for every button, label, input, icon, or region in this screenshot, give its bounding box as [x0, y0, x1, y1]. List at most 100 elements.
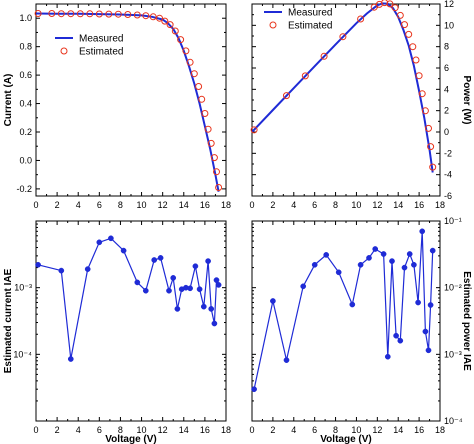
- data-point-estimated: [370, 3, 378, 11]
- data-point: [425, 347, 432, 354]
- x-tick-label: 12: [372, 200, 382, 210]
- data-point-estimated: [34, 10, 42, 17]
- data-point: [196, 286, 203, 293]
- x-tick-label: 8: [333, 425, 338, 435]
- data-point-estimated: [204, 125, 212, 133]
- data-point: [67, 356, 74, 362]
- data-point-estimated: [427, 143, 435, 151]
- x-tick-label: 2: [270, 425, 275, 435]
- x-tick-label: 18: [221, 200, 231, 210]
- data-point-estimated: [215, 184, 223, 191]
- data-point: [200, 303, 207, 310]
- data-point: [192, 263, 199, 270]
- data-point-estimated: [149, 13, 157, 21]
- x-tick-label: 10: [351, 425, 361, 435]
- data-point: [393, 332, 399, 339]
- y-tick-label: 10: [444, 20, 454, 30]
- legend-label: Estimated: [288, 21, 332, 32]
- data-point-estimated: [198, 95, 206, 103]
- x-tick-label: 16: [200, 200, 210, 210]
- y-tick-label: 10⁻¹: [444, 216, 462, 226]
- plot-frame: [35, 220, 227, 422]
- x-tick-label: 18: [221, 425, 231, 435]
- y-tick-label: -2: [444, 148, 452, 158]
- data-point-estimated: [166, 21, 174, 29]
- data-point-estimated: [250, 126, 258, 134]
- y-tick-label: 6: [444, 63, 449, 73]
- data-point-estimated: [124, 11, 132, 18]
- x-tick-label: 8: [118, 200, 123, 210]
- x-tick-label: 4: [76, 425, 81, 435]
- data-point: [372, 246, 379, 252]
- y-tick-label: 10⁻⁴: [444, 416, 463, 426]
- data-point-estimated: [386, 0, 394, 8]
- data-point: [411, 261, 417, 268]
- data-point-estimated: [195, 83, 203, 90]
- data-point-estimated: [301, 72, 309, 80]
- data-point: [166, 287, 172, 294]
- y-tick-label: 10⁻³: [444, 349, 462, 359]
- data-point-estimated: [67, 10, 75, 18]
- data-point: [58, 267, 65, 274]
- data-point-estimated: [405, 30, 413, 38]
- data-point-estimated: [201, 110, 209, 117]
- legend: Measured Estimated: [264, 8, 332, 32]
- x-tick-label: 14: [393, 425, 403, 435]
- data-point-estimated: [133, 11, 141, 19]
- x-axis-label: Voltage (V): [320, 434, 371, 444]
- y-axis-label: Estimated current IAE: [3, 268, 14, 373]
- y-axis-label: Power (W): [461, 76, 472, 125]
- data-point: [422, 328, 429, 335]
- data-point-estimated: [48, 10, 56, 17]
- y-axis-label: Current (A): [3, 74, 14, 127]
- data-point-estimated: [357, 15, 365, 23]
- data-point: [380, 251, 387, 257]
- data-point-estimated: [421, 107, 429, 115]
- data-point-estimated: [161, 17, 169, 25]
- data-point: [174, 306, 181, 312]
- data-point: [429, 247, 436, 254]
- data-point-estimated: [57, 10, 65, 18]
- data-point-estimated: [425, 124, 432, 132]
- data-point: [397, 337, 404, 344]
- data-point: [84, 266, 91, 272]
- data-point: [270, 298, 276, 304]
- data-point: [401, 264, 408, 271]
- data-point: [142, 287, 149, 294]
- y-tick-label: 8: [444, 42, 449, 52]
- x-tick-label: 14: [179, 200, 189, 210]
- data-point: [251, 386, 257, 393]
- x-tick-label: 6: [97, 425, 102, 435]
- data-point-estimated: [320, 52, 328, 60]
- data-point-estimated: [114, 10, 122, 18]
- data-point-estimated: [339, 33, 347, 41]
- x-tick-label: 12: [372, 425, 382, 435]
- data-point: [157, 255, 164, 261]
- data-point: [170, 275, 177, 281]
- data-point-estimated: [177, 36, 185, 44]
- data-point: [366, 255, 372, 261]
- data-point-estimated: [207, 139, 215, 147]
- y-tick-label: 0.2: [19, 127, 32, 137]
- data-point: [323, 252, 330, 258]
- data-point: [300, 283, 307, 290]
- chart-current: 0 2 4 6 8 10 12 14 16 18 -0.2 0.0 0.2 0.4 0.6 0.8 1.0 Cur…: [3, 3, 231, 210]
- y-tick-label: 0.0: [19, 155, 32, 165]
- data-point: [187, 285, 193, 292]
- data-point-estimated: [105, 10, 113, 18]
- x-tick-label: 6: [312, 200, 317, 210]
- data-point-estimated: [391, 4, 399, 12]
- data-point-estimated: [186, 58, 194, 66]
- data-point: [134, 279, 141, 286]
- data-point: [349, 301, 356, 308]
- chart-power: 0 2 4 6 8 10 12 14 16 18-6 -4 -2 0 2 4 6 8 10 12 Power (W) M…: [249, 0, 472, 210]
- y-tick-label: 0.4: [19, 99, 32, 109]
- x-tick-label: 4: [291, 200, 296, 210]
- x-tick-label: 0: [249, 425, 254, 435]
- x-tick-label: 0: [249, 200, 254, 210]
- x-tick-label: 18: [435, 425, 445, 435]
- x-tick-label: 8: [118, 425, 123, 435]
- series-line-measured: [35, 12, 220, 192]
- x-tick-label: 16: [200, 425, 210, 435]
